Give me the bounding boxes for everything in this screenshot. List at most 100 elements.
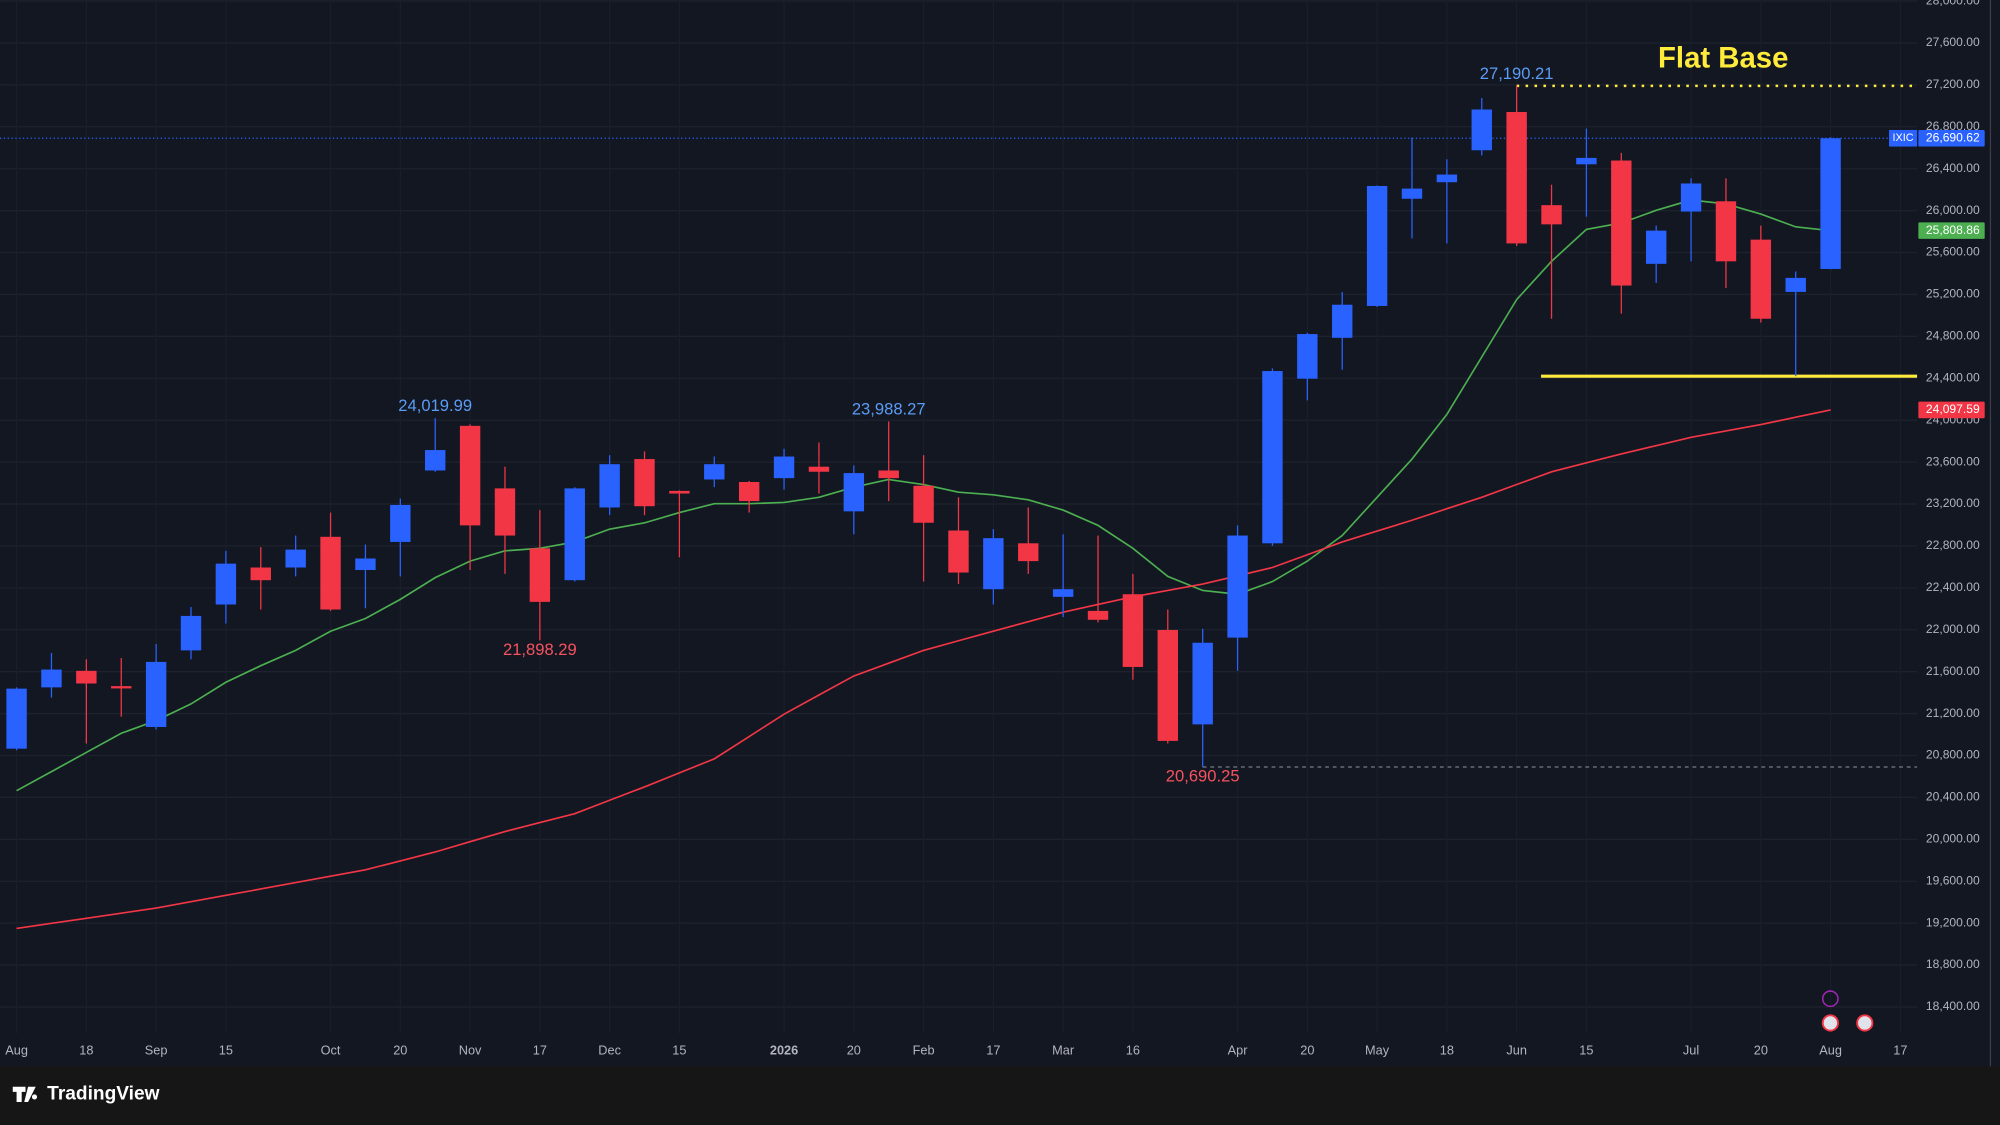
y-tick-label: 27,600.00: [1926, 35, 1980, 49]
x-tick-label: Nov: [459, 1042, 482, 1057]
x-tick-label: Apr: [1228, 1042, 1249, 1057]
x-tick-label: Oct: [321, 1042, 341, 1057]
x-tick-label: 20: [847, 1042, 861, 1057]
candle-body: [76, 670, 97, 684]
symbol-tag: [1889, 129, 1918, 147]
footer-bar: [0, 1066, 2000, 1125]
event-icon[interactable]: [1821, 1014, 1839, 1032]
candle-body: [111, 686, 132, 689]
y-tick-label: 22,400.00: [1926, 580, 1980, 594]
price-tag-label: 26,690.62: [1926, 130, 1980, 144]
candle-body: [459, 425, 481, 526]
x-tick-label: May: [1365, 1042, 1390, 1057]
candle-body: [599, 464, 620, 508]
x-tick-label: Dec: [598, 1042, 621, 1057]
grid: [0, 0, 1918, 1008]
x-tick-label: 18: [79, 1042, 93, 1057]
price-tag-label: 24,097.59: [1926, 402, 1980, 416]
event-icons: [1821, 990, 1874, 1032]
brand-logo: [12, 1086, 38, 1103]
chart-title: Flat Base: [1658, 42, 1788, 75]
candle-body: [425, 450, 446, 471]
x-tick-label: 18: [1440, 1042, 1454, 1057]
candle-body: [1227, 535, 1248, 638]
x-tick-label: 15: [1579, 1042, 1593, 1057]
y-tick-label: 20,800.00: [1926, 748, 1980, 762]
y-tick-label: 18,400.00: [1926, 999, 1980, 1013]
y-tick-label: 18,800.00: [1926, 957, 1980, 971]
candle-body: [1680, 183, 1702, 212]
moving-average-line: [16, 409, 1831, 930]
x-tick-label: Jun: [1506, 1042, 1527, 1057]
candle-body: [634, 459, 655, 507]
x-tick-label: 17: [533, 1042, 547, 1057]
candle-body: [215, 563, 237, 605]
candle-body: [669, 490, 690, 494]
candle-body: [250, 567, 271, 581]
candles: [6, 85, 1841, 767]
candle-body: [1611, 160, 1632, 286]
x-tick-label: Feb: [913, 1042, 935, 1057]
candle-body: [808, 466, 830, 472]
y-tick-label: 26,800.00: [1926, 119, 1980, 133]
x-tick-label: 16: [1126, 1042, 1140, 1057]
candle-body: [1576, 157, 1597, 165]
candle-body: [983, 538, 1004, 590]
event-icon[interactable]: [1821, 990, 1839, 1008]
candle-body: [1471, 109, 1492, 151]
candle-body: [285, 549, 306, 568]
candle-body: [1541, 205, 1562, 225]
x-tick-label: 20: [1754, 1042, 1768, 1057]
y-tick-label: 23,600.00: [1926, 454, 1980, 468]
x-tick-label: Mar: [1052, 1042, 1075, 1057]
y-tick-label: 28,000.00: [1926, 0, 1980, 7]
candle-body: [41, 669, 62, 688]
candle-body: [1332, 304, 1353, 338]
candle-body: [738, 482, 760, 502]
candle-body: [1401, 188, 1423, 199]
x-tick-label: 15: [219, 1042, 233, 1057]
x-tick-label: 20: [1300, 1042, 1314, 1057]
high-label: 23,988.27: [852, 399, 926, 418]
candle-body: [6, 688, 27, 749]
x-tick-label: 20: [393, 1042, 407, 1057]
candle-body: [704, 464, 725, 480]
y-tick-label: 22,000.00: [1926, 622, 1980, 636]
candle-body: [1820, 138, 1841, 269]
candle-body: [1750, 239, 1772, 319]
x-tick-label: 17: [986, 1042, 1000, 1057]
low-label: 21,898.29: [503, 640, 577, 659]
y-tick-label: 24,400.00: [1926, 370, 1980, 384]
y-tick-label: 26,000.00: [1926, 203, 1980, 217]
candle-body: [355, 558, 376, 571]
x-tick-label: Sep: [145, 1042, 168, 1057]
x-tick-label: 17: [1893, 1042, 1907, 1057]
event-icon[interactable]: [1856, 1014, 1874, 1032]
high-label: 27,190.21: [1480, 64, 1554, 83]
candle-body: [564, 488, 585, 581]
annotations-under: [0, 84, 1918, 768]
candle-body: [1785, 277, 1806, 292]
y-tick-label: 21,200.00: [1926, 706, 1980, 720]
candle-body: [1192, 642, 1213, 725]
candle-body: [145, 661, 167, 727]
x-tick-label: Aug: [5, 1042, 28, 1057]
y-tick-label: 25,200.00: [1926, 287, 1980, 301]
y-tick-label: 19,600.00: [1926, 873, 1980, 887]
y-tick-label: 26,400.00: [1926, 161, 1980, 175]
candle-body: [1122, 594, 1144, 667]
y-tick-label: 20,400.00: [1926, 790, 1980, 804]
x-tick-label: Jul: [1683, 1042, 1699, 1057]
y-tick-label: 22,800.00: [1926, 538, 1980, 552]
candle-body: [1506, 112, 1527, 244]
candle-body: [1436, 174, 1458, 183]
candle-body: [320, 536, 341, 610]
candle-body: [1297, 334, 1318, 379]
candle-body: [1052, 589, 1074, 597]
candle-body: [948, 530, 969, 573]
candle-body: [1715, 201, 1737, 262]
brand[interactable]: TradingView: [12, 1083, 160, 1104]
candle-body: [843, 473, 865, 512]
